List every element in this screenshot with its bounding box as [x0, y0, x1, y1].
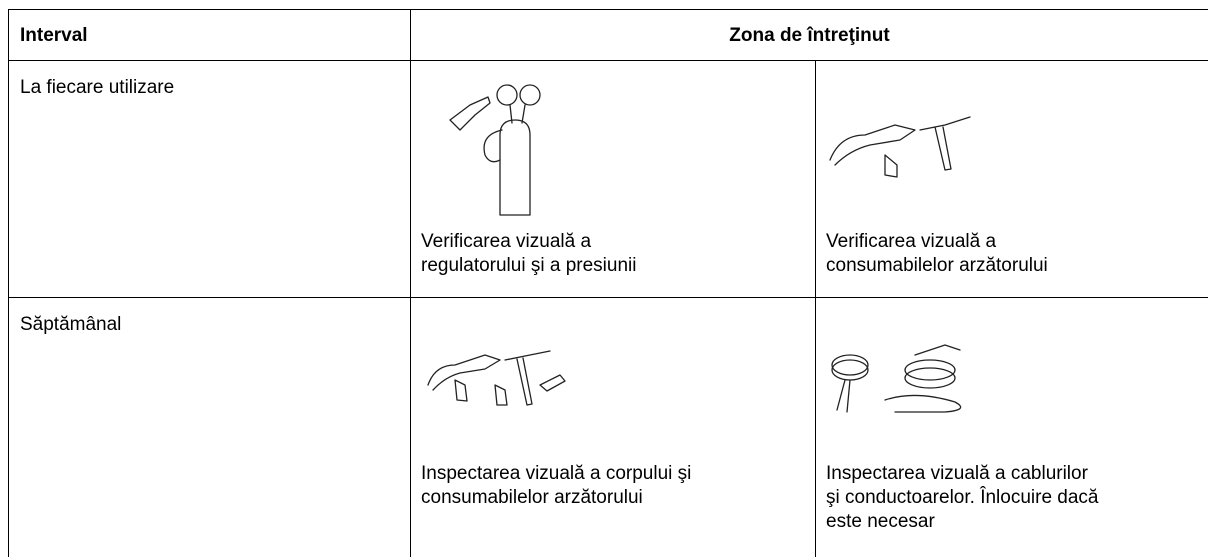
cables-illustration [831, 344, 962, 413]
caption: Verificarea vizuală a consumabilelor arz… [826, 231, 1048, 276]
border [410, 9, 411, 557]
gas-cylinder-illustration [449, 84, 541, 216]
border [8, 9, 1208, 10]
border [8, 60, 1208, 61]
caption: Inspectarea vizuală a cablurilor şi cond… [826, 463, 1099, 532]
header-cell: Zona de întreţinut [729, 25, 890, 46]
torch-illustration [427, 350, 566, 406]
header-cell: Interval [20, 25, 88, 46]
interval-cell: Săptămânal [20, 314, 122, 335]
caption: Verificarea vizuală a regulatorului şi a… [421, 231, 637, 276]
border [815, 60, 816, 557]
torch-illustration [829, 116, 971, 178]
interval-cell: La fiecare utilizare [20, 77, 175, 98]
caption: Inspectarea vizuală a corpului şi consum… [421, 463, 692, 508]
border [8, 297, 1208, 298]
border [8, 9, 9, 557]
